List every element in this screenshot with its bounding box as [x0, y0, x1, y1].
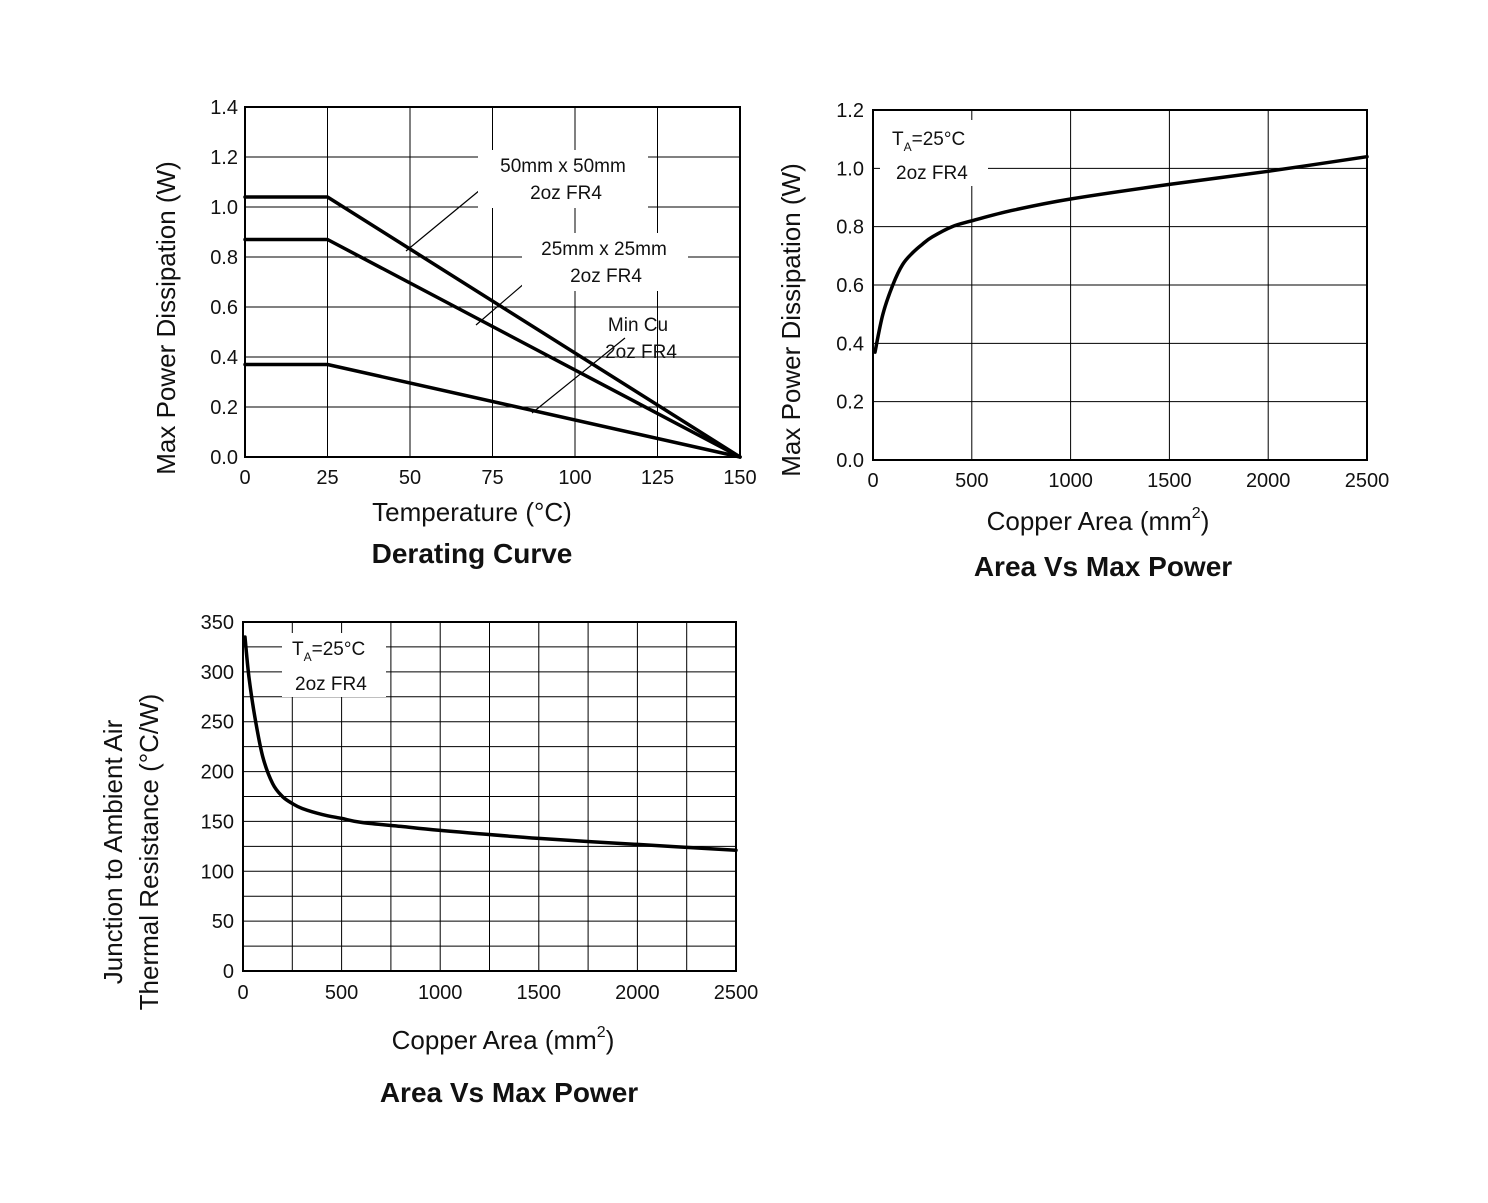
- chart1-x-tick-label: 75: [481, 467, 503, 489]
- chart3-x-tick-label: 1000: [418, 982, 463, 1004]
- chart3-series: [243, 635, 738, 853]
- chart2-x-axis-label-sup: 2: [1192, 505, 1201, 522]
- chart2-x-tick-label: 0: [867, 470, 878, 492]
- chart3-x-tick-label: 0: [237, 982, 248, 1004]
- area-vs-max-power-chart: 0 500 1000 1500 2000 2500 0.0 0.2 0.4 0.6 0.8 1.0 1.…: [776, 100, 1389, 582]
- chart3-x-tick-label: 2500: [714, 982, 759, 1004]
- chart2-note-line2: 2oz FR4: [896, 163, 968, 184]
- chart3-title: Area Vs Max Power: [380, 1077, 638, 1108]
- chart3-note: TA=25°C 2oz FR4: [292, 639, 367, 695]
- chart1-y-tick-label: 1.0: [210, 197, 238, 219]
- chart1-annotation-1: 50mm x 50mm 2oz FR4: [405, 150, 648, 252]
- chart2-note-ta: TA=25°C: [892, 129, 965, 154]
- chart3-note-line2: 2oz FR4: [295, 674, 367, 695]
- chart1-plot-frame: [244, 106, 741, 458]
- chart1-ticks: 0 25 50 75 100 125 150 0.0 0.2 0.4 0.6 0.8 1.0 1.2 1.4: [210, 97, 757, 489]
- chart1-annotation-2-line1: 25mm x 25mm: [541, 239, 667, 260]
- chart3-y-tick-label: 300: [201, 662, 234, 684]
- chart1-x-tick-label: 0: [239, 467, 250, 489]
- chart1-y-tick-label: 0.6: [210, 297, 238, 319]
- chart3-x-axis-label: Copper Area (mm2): [392, 1024, 615, 1055]
- chart2-note: TA=25°C 2oz FR4: [892, 129, 968, 184]
- chart3-y-axis-label-line2: Thermal Resistance (°C/W): [134, 694, 164, 1011]
- chart1-series-2-line: [243, 237, 742, 459]
- chart3-y-tick-label: 350: [201, 612, 234, 634]
- chart2-x-axis-label-main: Copper Area (mm: [987, 506, 1192, 536]
- chart2-x-tick-label: 2000: [1246, 470, 1291, 492]
- chart1-y-tick-label: 0.8: [210, 247, 238, 269]
- chart1-annotation-3: Min Cu 2oz FR4: [531, 315, 677, 414]
- chart1-y-tick-label: 0.0: [210, 447, 238, 469]
- chart1-title: Derating Curve: [372, 538, 573, 569]
- chart1-series-1-line: [243, 195, 742, 459]
- chart1-y-tick-label: 0.2: [210, 397, 238, 419]
- derating-curve-chart: 0 25 50 75 100 125 150 0.0 0.2 0.4 0.6 0.8 1.0 1.2 1.4…: [151, 97, 757, 569]
- chart2-y-tick-label: 1.0: [836, 158, 864, 180]
- chart3-series-1-line: [243, 635, 738, 853]
- chart3-x-tick-label: 500: [325, 982, 358, 1004]
- chart2-plot-frame: [872, 109, 1368, 461]
- chart2-note-rest: =25°C: [912, 129, 966, 150]
- chart1-y-tick-label: 1.4: [210, 97, 238, 119]
- chart1-y-axis-label: Max Power Dissipation (W): [151, 161, 181, 475]
- chart3-y-axis-label-line1: Junction to Ambient Air: [98, 719, 128, 984]
- chart2-note-t: T: [892, 129, 904, 150]
- chart2-y-tick-label: 0.0: [836, 450, 864, 472]
- chart2-x-tick-label: 1000: [1048, 470, 1093, 492]
- thermal-resistance-chart: 0 500 1000 1500 2000 2500 0 50 100 150 200 250 300 35…: [98, 612, 758, 1108]
- chart3-note-ta: TA=25°C: [292, 639, 365, 664]
- chart1-annotation-3-line2: 2oz FR4: [605, 342, 677, 363]
- chart2-x-tick-label: 500: [955, 470, 988, 492]
- chart1-y-tick-label: 1.2: [210, 147, 238, 169]
- chart1-annotation-1-line1: 50mm x 50mm: [500, 156, 626, 177]
- chart3-y-tick-label: 0: [223, 961, 234, 983]
- chart3-x-tick-label: 2000: [615, 982, 660, 1004]
- chart3-plot-frame: [242, 621, 737, 972]
- chart2-x-tick-label: 1500: [1147, 470, 1192, 492]
- chart2-x-axis-label-end: ): [1201, 506, 1210, 536]
- chart2-series-1-line: [873, 154, 1369, 354]
- chart2-y-tick-label: 0.2: [836, 392, 864, 414]
- chart3-x-axis-label-end: ): [606, 1025, 615, 1055]
- chart1-y-tick-label: 0.4: [210, 347, 238, 369]
- chart2-note-sub: A: [904, 140, 912, 154]
- chart1-series: [243, 195, 742, 459]
- chart2-x-tick-label: 2500: [1345, 470, 1390, 492]
- chart2-y-tick-label: 0.4: [836, 333, 864, 355]
- chart1-series-3-line: [243, 362, 742, 459]
- chart1-x-tick-label: 100: [558, 467, 591, 489]
- chart1-x-tick-label: 50: [399, 467, 421, 489]
- chart2-title: Area Vs Max Power: [974, 551, 1232, 582]
- chart1-annotation-1-line2: 2oz FR4: [530, 183, 602, 204]
- chart2-y-axis-label: Max Power Dissipation (W): [776, 163, 806, 477]
- chart2-x-axis-label: Copper Area (mm2): [987, 505, 1210, 536]
- chart1-x-tick-label: 25: [316, 467, 338, 489]
- chart3-note-rest: =25°C: [312, 639, 366, 660]
- chart1-annotation-3-line1: Min Cu: [608, 315, 668, 336]
- chart3-y-tick-label: 200: [201, 762, 234, 784]
- chart3-y-tick-label: 150: [201, 811, 234, 833]
- chart3-x-tick-label: 1500: [517, 982, 562, 1004]
- chart3-note-t: T: [292, 639, 304, 660]
- chart3-x-axis-label-sup: 2: [597, 1024, 606, 1041]
- chart2-y-tick-label: 0.8: [836, 217, 864, 239]
- chart3-x-axis-label-main: Copper Area (mm: [392, 1025, 597, 1055]
- chart1-x-tick-label: 150: [723, 467, 756, 489]
- chart1-x-tick-label: 125: [641, 467, 674, 489]
- chart2-y-tick-label: 1.2: [836, 100, 864, 122]
- chart3-ticks: 0 500 1000 1500 2000 2500 0 50 100 150 200 250 300 35…: [201, 612, 759, 1004]
- chart3-note-sub: A: [304, 650, 312, 664]
- chart3-y-tick-label: 100: [201, 861, 234, 883]
- chart3-y-tick-label: 250: [201, 712, 234, 734]
- chart2-series: [873, 154, 1369, 354]
- chart1-annotation-2-line2: 2oz FR4: [570, 266, 642, 287]
- chart2-y-tick-label: 0.6: [836, 275, 864, 297]
- chart2-ticks: 0 500 1000 1500 2000 2500 0.0 0.2 0.4 0.6 0.8 1.0 1.…: [836, 100, 1389, 492]
- chart1-annotation-2: 25mm x 25mm 2oz FR4: [475, 233, 688, 326]
- chart3-y-tick-label: 50: [212, 911, 234, 933]
- chart1-x-axis-label: Temperature (°C): [372, 497, 572, 527]
